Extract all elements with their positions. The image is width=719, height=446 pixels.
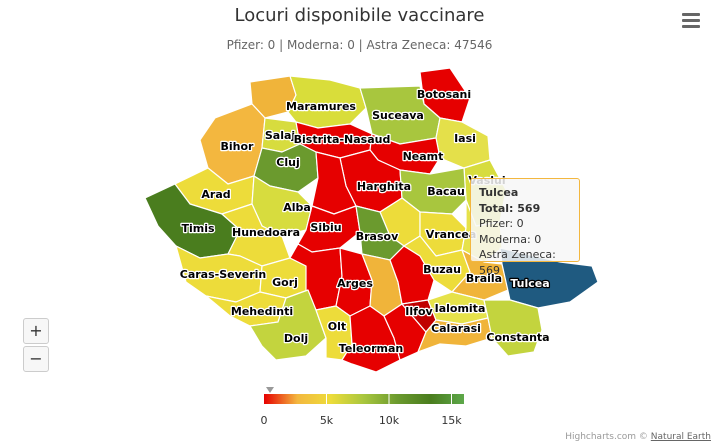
county-label-hunedoara: Hunedoara [232, 226, 300, 239]
county-label-cluj: Cluj [276, 156, 299, 169]
county-label-teleorman: Teleorman [339, 342, 403, 355]
county-label-bacau: Bacau [427, 185, 465, 198]
county-label-olt: Olt [328, 320, 346, 333]
tooltip-pfizer: Pfizer: 0 [479, 217, 524, 230]
county-label-buzau: Buzau [423, 263, 461, 276]
legend-tick-label: 15k [441, 414, 462, 427]
county-label-neamt: Neamt [403, 150, 444, 163]
county-label-brasov: Brasov [356, 230, 399, 243]
county-label-constanta: Constanta [486, 331, 549, 344]
county-label-tulcea: Tulcea [510, 277, 549, 290]
county-constanta[interactable] [483, 299, 543, 357]
county-label-carasseverin: Caras-Severin [180, 268, 267, 281]
county-label-bihor: Bihor [221, 140, 255, 153]
county-label-harghita: Harghita [357, 180, 411, 193]
credits-natural-earth[interactable]: Natural Earth [650, 432, 711, 442]
zoom-in-button[interactable]: + [23, 318, 49, 344]
county-label-iasi: Iasi [454, 132, 476, 145]
credits-highcharts[interactable]: Highcharts.com © [565, 432, 651, 442]
county-label-gorj: Gorj [272, 276, 298, 289]
county-label-suceava: Suceava [372, 109, 424, 122]
county-label-dolj: Dolj [284, 332, 308, 345]
county-tooltip: Tulcea Total: 569 Pfizer: 0 Moderna: 0 A… [470, 178, 580, 277]
legend-color-bar [264, 394, 464, 404]
hamburger-icon[interactable] [680, 10, 702, 30]
map-subtitle: Pfizer: 0 | Moderna: 0 | Astra Zeneca: 4… [226, 38, 493, 52]
county-label-vrancea: Vrancea [426, 228, 477, 241]
tooltip-moderna: Moderna: 0 [479, 232, 542, 246]
credits[interactable]: Highcharts.com © Natural Earth [565, 432, 711, 442]
zoom-out-button[interactable]: − [23, 346, 49, 372]
county-label-ialomita: Ialomita [435, 302, 486, 315]
county-label-mehedinti: Mehedinti [231, 305, 293, 318]
map-title: Locuri disponibile vaccinare [234, 5, 485, 26]
legend-marker-icon [266, 387, 274, 393]
legend-tick-label: 5k [320, 414, 334, 427]
county-label-salaj: Salaj [265, 129, 295, 142]
color-legend: 0 5k 10k 15k [261, 387, 464, 427]
tooltip-total: Total: 569 [479, 201, 541, 215]
county-label-bistrita: Bistrita-Nasaud [294, 133, 391, 146]
county-label-alba: Alba [283, 201, 311, 214]
county-label-sibiu: Sibiu [310, 221, 341, 234]
county-label-arges: Arges [337, 277, 373, 290]
legend-tick-label: 10k [379, 414, 400, 427]
county-label-ilfov: Ilfov [405, 305, 433, 318]
county-label-braila: Braila [466, 272, 502, 285]
county-label-calarasi: Calarasi [431, 322, 481, 335]
county-label-botosani: Botosani [417, 88, 471, 101]
county-tulcea[interactable] [499, 247, 599, 309]
legend-tick-label: 0 [261, 414, 268, 427]
county-teleorman[interactable] [341, 305, 401, 373]
tooltip-astra: Astra Zeneca: 569 [479, 248, 556, 277]
county-label-timis: Timis [181, 222, 215, 235]
county-label-maramures: Maramures [286, 100, 356, 113]
tooltip-title: Tulcea [479, 186, 519, 199]
county-label-arad: Arad [201, 188, 230, 201]
